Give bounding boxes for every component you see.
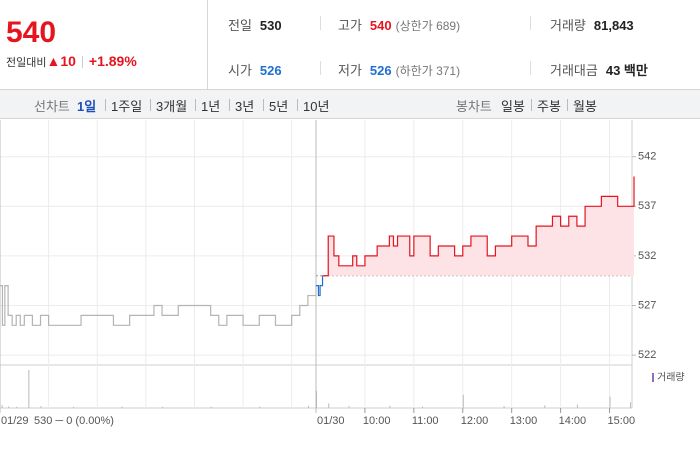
price-line bbox=[316, 275, 324, 297]
volume-bar bbox=[40, 406, 42, 408]
x-tick-label: 13:00 bbox=[510, 415, 538, 427]
stat-value: 540 bbox=[369, 18, 392, 33]
y-tick-label: 532 bbox=[638, 250, 656, 262]
stat: 전일 530 bbox=[228, 15, 282, 34]
y-tick-label: 527 bbox=[638, 299, 656, 311]
stat: 시가 526 bbox=[228, 60, 282, 79]
separator bbox=[81, 56, 83, 69]
price-box: 540 전일대비▲10 +1.89% bbox=[0, 0, 208, 89]
volume-bar bbox=[629, 402, 631, 408]
period-tab[interactable]: 3년 bbox=[235, 99, 255, 114]
volume-bar bbox=[8, 406, 10, 408]
volume-bar bbox=[348, 406, 350, 408]
volume-legend: 거래량 bbox=[657, 372, 685, 384]
y-tick-label: 522 bbox=[638, 349, 656, 361]
stat-value: 526 bbox=[369, 63, 392, 78]
y-tick-label: 537 bbox=[638, 200, 656, 212]
date-label: 01/30 bbox=[317, 415, 345, 427]
candle-tab[interactable]: 주봉 bbox=[537, 99, 561, 114]
stat-label: 저가 bbox=[338, 63, 362, 78]
current-price: 540 bbox=[6, 16, 57, 49]
volume-bar bbox=[307, 405, 309, 408]
volume-bar bbox=[609, 396, 611, 408]
period-tab[interactable]: 1일 bbox=[77, 99, 97, 114]
candle-tab[interactable]: 월봉 bbox=[573, 99, 597, 114]
volume-bar bbox=[316, 390, 317, 408]
period-tab[interactable]: 1주일 bbox=[111, 99, 143, 114]
stat: 거래대금 43 백만 bbox=[550, 60, 648, 79]
volume-bar bbox=[121, 406, 123, 408]
stat-label: 시가 bbox=[228, 63, 252, 78]
stat-label: 전일 bbox=[228, 18, 252, 33]
tab-separator bbox=[567, 99, 568, 111]
up-arrow: ▲ bbox=[46, 53, 61, 69]
volume-bar bbox=[503, 406, 505, 408]
tab-separator bbox=[531, 99, 532, 111]
date-label: 01/29 bbox=[1, 415, 29, 427]
period-tab[interactable]: 5년 bbox=[269, 99, 289, 114]
divider bbox=[320, 61, 321, 75]
x-tick-label: 15:00 bbox=[608, 415, 636, 427]
volume-bar bbox=[544, 405, 546, 408]
stat-label: 고가 bbox=[338, 18, 362, 33]
volume-bar bbox=[16, 406, 18, 408]
chart-tabs: 선차트 1일 1주일 3개월 1년 3년 5년 10년 봉차트 일봉 주봉 월봉 bbox=[0, 90, 700, 119]
divider bbox=[530, 16, 531, 30]
period-tab[interactable]: 1년 bbox=[201, 99, 221, 114]
legend-swatch bbox=[652, 373, 654, 382]
period-tab[interactable]: 10년 bbox=[303, 99, 330, 114]
x-tick-label: 11:00 bbox=[412, 415, 439, 427]
stat-label: 거래대금 bbox=[550, 63, 598, 78]
tab-separator bbox=[229, 99, 230, 111]
volume-bar bbox=[259, 406, 261, 408]
stat: 고가 540 (상한가 689) bbox=[338, 15, 460, 34]
change-pct: +1.89% bbox=[88, 53, 137, 69]
tab-separator bbox=[297, 99, 298, 111]
divider bbox=[530, 61, 531, 75]
volume-bar bbox=[389, 405, 391, 408]
y-tick-label: 542 bbox=[638, 151, 656, 163]
change-label: 전일대비 bbox=[6, 57, 47, 69]
stat-value: 530 bbox=[259, 18, 282, 33]
chart: 522 527 532 537 542 01/29 530 ─ 0 (0.00%) 10:00… bbox=[0, 120, 685, 427]
tab-separator bbox=[263, 99, 264, 111]
period-tab[interactable]: 3개월 bbox=[156, 99, 188, 114]
day-summary: 530 ─ 0 (0.00%) bbox=[34, 415, 114, 427]
quote-header: 540 전일대비▲10 +1.89% 전일 530 고가 540 (상한가 689) 거래량… bbox=[0, 0, 700, 90]
tab-group-label: 선차트 bbox=[34, 99, 70, 114]
tab-group-label: 봉차트 bbox=[456, 99, 492, 114]
stat-value: 81,843 bbox=[593, 18, 634, 33]
volume-bar bbox=[1, 404, 3, 408]
change: 10 bbox=[60, 53, 76, 69]
stat-value: 526 bbox=[259, 63, 282, 78]
stat-label: 거래량 bbox=[550, 18, 586, 33]
x-tick-label: 14:00 bbox=[559, 415, 587, 427]
tab-separator bbox=[105, 99, 106, 111]
stat-note: (상한가 689) bbox=[395, 19, 461, 33]
volume-bar bbox=[576, 404, 578, 408]
volume-bar bbox=[28, 370, 30, 408]
price-line bbox=[322, 176, 635, 277]
volume-bar bbox=[162, 406, 164, 408]
tab-separator bbox=[150, 99, 151, 111]
volume-bar bbox=[328, 403, 330, 408]
tab-separator bbox=[195, 99, 196, 111]
volume-bar bbox=[210, 406, 212, 408]
price-line bbox=[0, 285, 317, 326]
x-tick-label: 10:00 bbox=[363, 415, 391, 427]
volume-bar bbox=[422, 406, 423, 408]
stat-value: 43 백만 bbox=[605, 63, 648, 78]
volume-bar bbox=[462, 394, 464, 408]
x-tick-label: 12:00 bbox=[461, 415, 489, 427]
stat: 저가 526 (하한가 371) bbox=[338, 60, 460, 79]
volume-bar bbox=[72, 406, 74, 408]
candle-tab[interactable]: 일봉 bbox=[501, 99, 525, 114]
stat: 거래량 81,843 bbox=[550, 15, 634, 34]
change-line: 전일대비▲10 +1.89% bbox=[6, 53, 137, 70]
stat-note: (하한가 371) bbox=[395, 64, 461, 78]
area-fill bbox=[322, 176, 634, 276]
divider bbox=[320, 16, 321, 30]
